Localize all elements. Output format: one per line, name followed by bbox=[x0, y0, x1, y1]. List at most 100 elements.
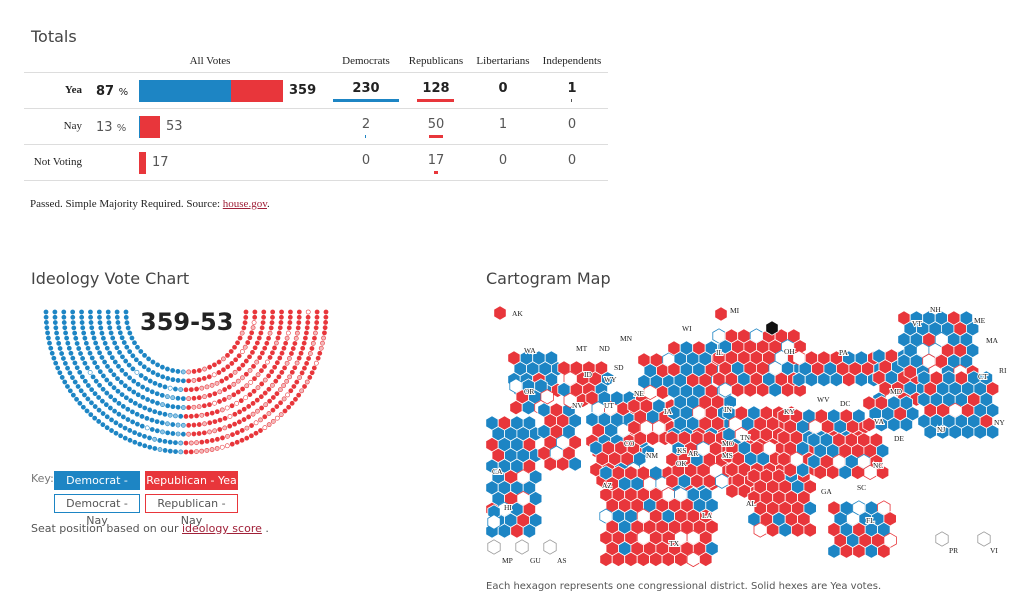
seat-dot bbox=[279, 350, 285, 356]
seat-dot bbox=[167, 448, 173, 454]
seat-dot bbox=[104, 414, 110, 420]
seat-dot bbox=[304, 379, 310, 385]
seat-dot bbox=[244, 435, 250, 441]
seat-dot bbox=[51, 355, 57, 361]
district-hex bbox=[702, 473, 716, 489]
seat-dot bbox=[118, 433, 123, 439]
seat-dot bbox=[97, 320, 103, 326]
seat-dot bbox=[113, 420, 119, 426]
seat-dot bbox=[100, 422, 106, 428]
seat-dot bbox=[149, 389, 155, 395]
seat-dot bbox=[127, 349, 133, 355]
seat-dot bbox=[253, 420, 259, 426]
seat-dot bbox=[251, 363, 256, 369]
seat-dot bbox=[162, 439, 168, 444]
district-hex bbox=[487, 539, 501, 555]
seat-dot bbox=[262, 364, 267, 369]
seat-dot bbox=[246, 414, 252, 420]
seat-dot bbox=[209, 438, 215, 443]
yea-dem-minibar bbox=[333, 98, 399, 102]
seat-dot bbox=[239, 375, 245, 381]
seat-dot bbox=[96, 419, 102, 424]
nay-lib-count: 1 bbox=[498, 116, 508, 132]
seat-dot bbox=[109, 355, 115, 361]
seat-dot bbox=[127, 375, 133, 381]
seat-dot bbox=[145, 397, 151, 402]
seat-dot bbox=[235, 389, 241, 395]
state-label: MN bbox=[620, 334, 633, 343]
district-hex bbox=[649, 551, 663, 568]
seat-dot bbox=[119, 367, 125, 373]
seat-dot bbox=[199, 448, 205, 454]
row-label-not-voting: Not Voting bbox=[24, 143, 90, 181]
ideology-score-link[interactable]: ideology score bbox=[182, 522, 262, 535]
seat-dot bbox=[100, 386, 106, 392]
seat-dot bbox=[248, 379, 254, 385]
seat-dot bbox=[201, 403, 207, 409]
seat-dot bbox=[252, 314, 258, 320]
seat-dot bbox=[245, 340, 251, 345]
seat-dot bbox=[278, 412, 284, 418]
seat-dot bbox=[155, 362, 160, 368]
seat-dot bbox=[229, 403, 235, 409]
seat-dot bbox=[305, 320, 311, 325]
seat-dot bbox=[314, 309, 320, 315]
seat-dot bbox=[54, 330, 59, 336]
seat-dot bbox=[178, 440, 184, 446]
seat-dot bbox=[314, 314, 320, 320]
seat-dot bbox=[90, 330, 96, 336]
seat-dot bbox=[154, 391, 160, 397]
seat-dot bbox=[124, 320, 130, 326]
seat-dot bbox=[252, 345, 258, 351]
seat-dot bbox=[106, 320, 112, 325]
seat-dot bbox=[307, 375, 313, 380]
cartogram-title: Cartogram Map bbox=[486, 269, 611, 288]
seat-dot bbox=[247, 335, 253, 341]
state-label: NM bbox=[646, 451, 658, 460]
seat-dot bbox=[85, 365, 90, 371]
state-label: ND bbox=[599, 344, 610, 353]
state-label: AL bbox=[746, 499, 756, 508]
seat-dot bbox=[237, 409, 242, 415]
district-hex bbox=[817, 371, 831, 388]
seat-dot bbox=[149, 417, 155, 423]
seat-dot bbox=[188, 449, 194, 455]
seat-dot bbox=[288, 388, 294, 394]
seat-dot bbox=[123, 309, 129, 315]
state-label: NC bbox=[873, 461, 883, 470]
state-label: VI bbox=[990, 546, 998, 555]
seat-dot bbox=[233, 357, 239, 363]
district-hex bbox=[765, 320, 779, 336]
seat-dot bbox=[232, 421, 237, 427]
state-label: GU bbox=[530, 556, 541, 565]
state-label: LA bbox=[702, 511, 713, 520]
seat-dot bbox=[111, 372, 117, 378]
seat-dot bbox=[240, 386, 245, 392]
seat-dot bbox=[309, 346, 315, 351]
seat-dot bbox=[227, 423, 233, 429]
seat-dot bbox=[111, 385, 117, 391]
seat-dot bbox=[96, 309, 102, 315]
seat-dot bbox=[66, 345, 72, 351]
seat-dot bbox=[304, 325, 310, 331]
source-link[interactable]: house.gov bbox=[222, 198, 267, 210]
seat-dot bbox=[228, 373, 234, 378]
district-hex bbox=[839, 543, 854, 559]
seat-dot bbox=[117, 350, 122, 355]
seat-dot bbox=[175, 369, 181, 374]
seat-dot bbox=[261, 309, 267, 315]
seat-dot bbox=[79, 309, 84, 315]
seat-dot bbox=[114, 309, 120, 315]
seat-dot bbox=[72, 330, 78, 336]
nay-rep-bar bbox=[140, 115, 160, 138]
seat-dot bbox=[112, 408, 117, 414]
seat-dot bbox=[144, 425, 150, 431]
seat-dot bbox=[196, 404, 202, 410]
seat-dot bbox=[191, 369, 197, 374]
seat-dot bbox=[157, 382, 163, 388]
seat-dot bbox=[43, 309, 49, 315]
seat-dot bbox=[287, 374, 292, 380]
seat-dot bbox=[70, 314, 76, 320]
seat-dot bbox=[173, 449, 178, 455]
seat-dot bbox=[242, 344, 248, 350]
